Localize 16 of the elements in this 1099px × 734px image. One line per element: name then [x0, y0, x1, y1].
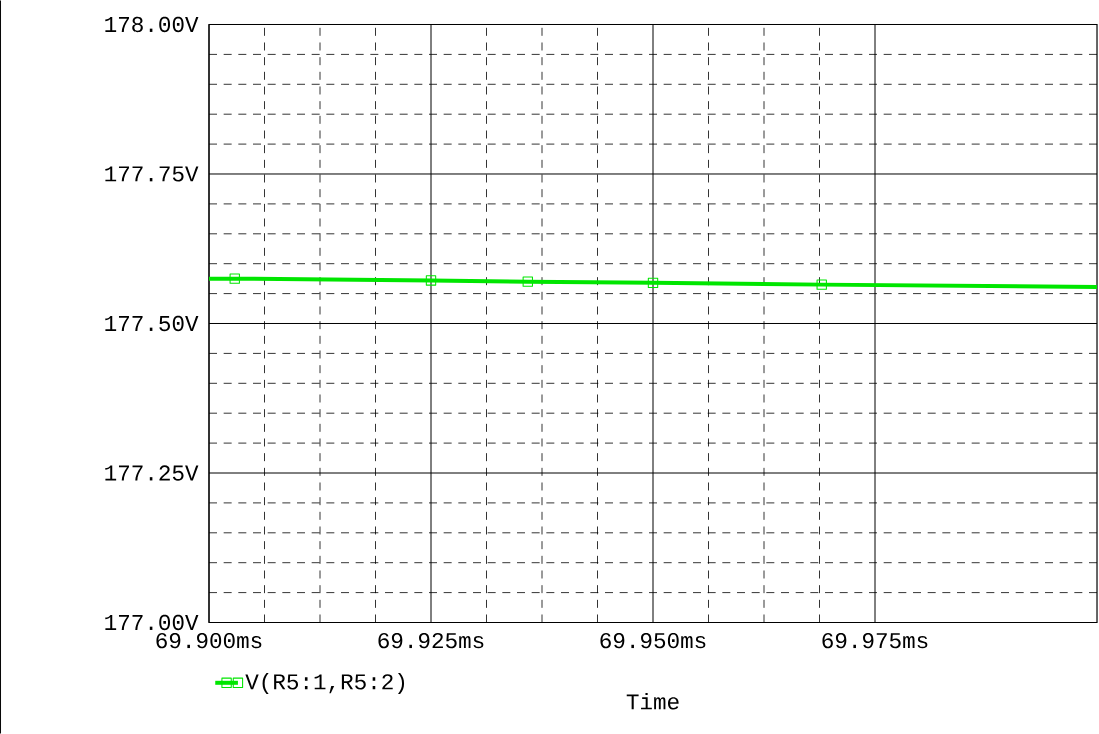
y-tick-label: 177.25V: [105, 465, 199, 481]
legend-label: V(R5:1,R5:2): [245, 672, 405, 694]
point: [522, 276, 533, 287]
x-tick-label: 69.925ms: [378, 632, 484, 649]
point: [425, 275, 437, 286]
y-tick-label: 177.00V: [105, 614, 199, 631]
x-axis-title: Time: [626, 692, 679, 710]
y-tick-label: 177.50V: [105, 315, 199, 332]
point: [647, 277, 659, 289]
y-tick-label: 178.00V: [105, 16, 199, 33]
point: [816, 279, 827, 290]
x-tick-label: 69.900ms: [156, 632, 262, 649]
x-tick-label: 69.950ms: [600, 632, 706, 649]
y-tick-label: 177.75V: [105, 166, 199, 182]
point: [229, 273, 240, 284]
x-tick-label: 69.975ms: [822, 632, 928, 649]
